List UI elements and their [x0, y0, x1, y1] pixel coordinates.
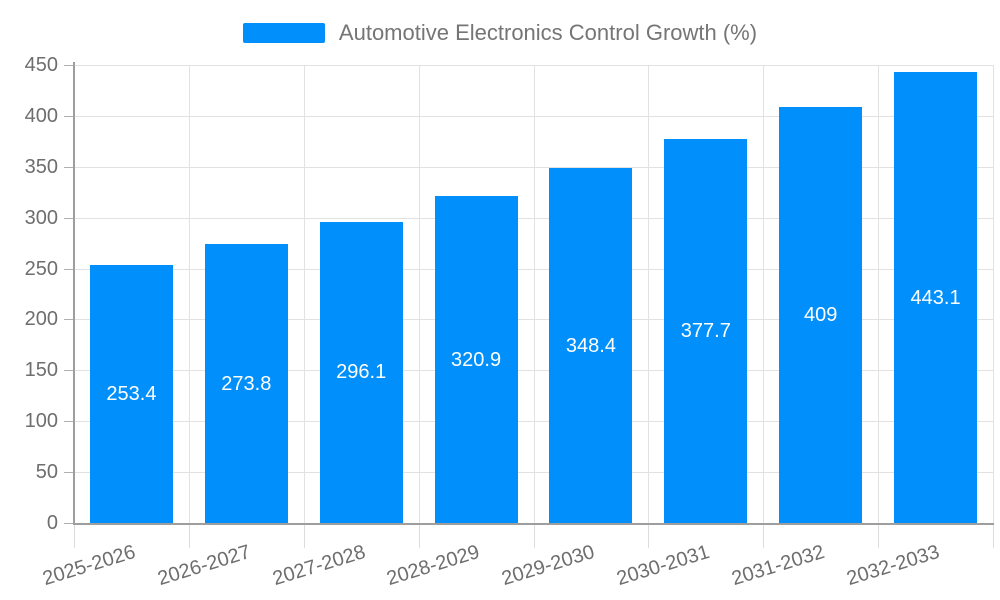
x-axis-tick-label: 2028-2029: [384, 541, 483, 591]
y-axis-tick-mark: [64, 523, 74, 524]
gridline-vertical: [418, 65, 420, 523]
bar-value-label: 348.4: [565, 334, 616, 357]
x-axis-tick-label: 2032-2033: [844, 541, 942, 591]
bar-value-label: 253.4: [106, 383, 157, 406]
bar-value-label: 377.7: [680, 319, 731, 342]
legend-label: Automotive Electronics Control Growth (%…: [338, 20, 758, 45]
y-axis-tick-label: 300: [24, 206, 58, 229]
x-axis-tick-mark: [188, 525, 190, 548]
y-axis-tick-mark: [64, 166, 74, 168]
bar-value-label: 296.1: [336, 361, 387, 384]
x-axis-tick-mark: [878, 525, 880, 548]
y-axis-tick-mark: [64, 370, 74, 372]
gridline-vertical: [533, 65, 535, 523]
bar[interactable]: [779, 106, 863, 523]
y-axis-tick-mark: [64, 472, 74, 474]
x-axis-tick-mark: [533, 525, 535, 548]
y-axis-tick-label: 450: [24, 54, 58, 76]
y-axis-tick-label: 150: [24, 359, 58, 382]
x-axis-tick-mark: [303, 525, 305, 548]
gridline-vertical: [993, 65, 994, 523]
y-axis-tick-label: 200: [24, 308, 58, 331]
bar-value-label: 320.9: [451, 348, 502, 371]
gridline-vertical: [303, 65, 305, 523]
x-axis-tick-label: 2025-2026: [39, 541, 138, 591]
bar[interactable]: [549, 168, 633, 523]
y-axis-tick-mark: [64, 217, 74, 219]
gridline-vertical: [188, 65, 190, 523]
bar-value-label: 443.1: [910, 286, 961, 309]
bar[interactable]: [434, 196, 518, 523]
bar[interactable]: [894, 72, 978, 523]
gridline-vertical: [763, 65, 765, 523]
x-axis-tick-mark: [418, 525, 420, 548]
y-axis-tick-mark: [64, 421, 74, 423]
y-axis-tick-label: 400: [24, 104, 58, 127]
y-axis-tick-label: 50: [35, 461, 58, 484]
gridline-vertical: [878, 65, 880, 523]
x-axis-tick-mark: [648, 525, 650, 548]
x-axis-line: [73, 523, 994, 525]
bar-value-label: 273.8: [221, 372, 272, 395]
y-axis-tick-mark: [64, 319, 74, 321]
y-axis-tick-mark: [64, 268, 74, 270]
y-axis-tick-label: 250: [24, 257, 58, 280]
y-axis-tick-mark: [64, 115, 74, 117]
bar-value-label: 409: [804, 303, 838, 326]
y-axis-tick-label: 100: [24, 410, 58, 433]
x-axis-tick-mark: [993, 525, 994, 548]
bar[interactable]: [204, 244, 288, 523]
bar[interactable]: [89, 265, 173, 523]
bar[interactable]: [664, 138, 748, 523]
y-axis-tick-label: 350: [24, 155, 58, 178]
x-axis-tick-label: 2030-2031: [614, 541, 713, 591]
x-axis-tick-label: 2026-2027: [154, 541, 253, 591]
y-axis-tick-mark: [64, 65, 74, 66]
legend[interactable]: Automotive Electronics Control Growth (%…: [0, 20, 1000, 45]
y-axis-tick-label: 0: [46, 512, 58, 534]
x-axis-tick-label: 2031-2032: [729, 541, 828, 591]
x-axis-tick-label: 2027-2028: [269, 541, 368, 591]
x-axis-tick-label: 2029-2030: [499, 541, 598, 591]
x-axis-tick-mark: [763, 525, 765, 548]
gridline-vertical: [648, 65, 650, 523]
y-axis-line: [73, 62, 75, 523]
legend-marker-swatch: [242, 23, 325, 43]
bar[interactable]: [319, 221, 403, 523]
x-axis-tick-mark: [74, 525, 75, 548]
